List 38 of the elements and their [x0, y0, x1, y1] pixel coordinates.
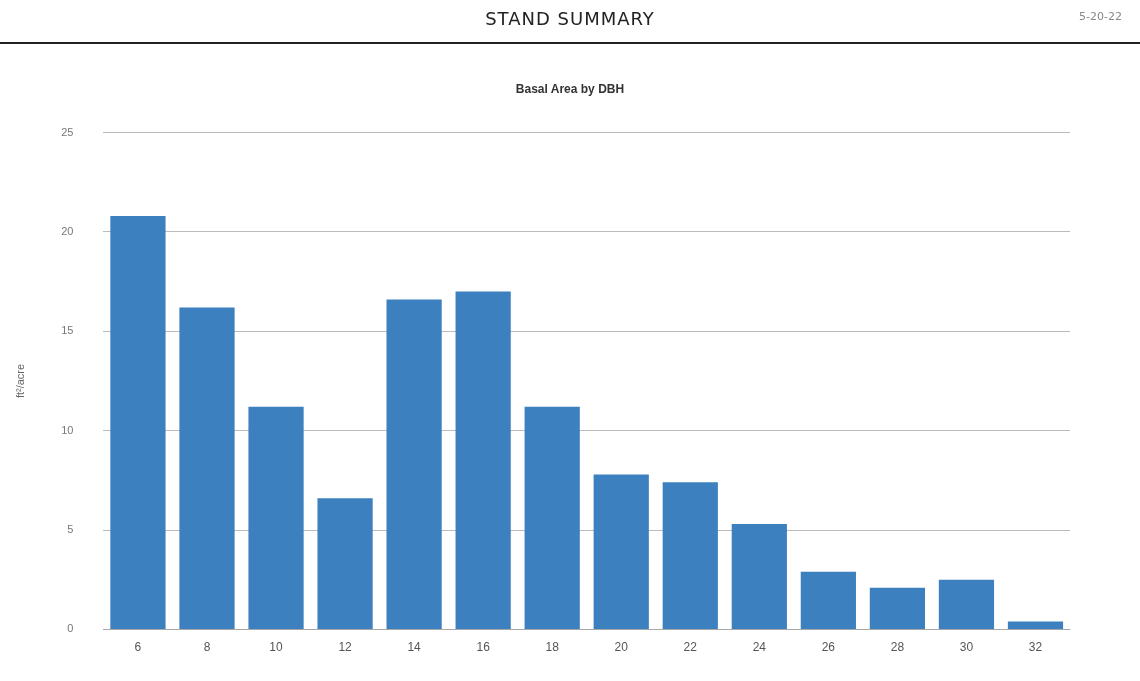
bar [800, 571, 856, 629]
x-tick-label: 6 [134, 639, 142, 654]
text: 5-20-22 [1079, 10, 1122, 23]
bar [317, 498, 373, 629]
bar [869, 587, 926, 629]
bar [1007, 621, 1064, 629]
x-tick-label: 28 [890, 639, 905, 654]
y-tick-label: 25 [61, 125, 74, 138]
bar [662, 482, 718, 629]
x-tick-label: 14 [407, 639, 422, 654]
bar [455, 291, 511, 629]
chart-subtitle: Basal Area by DBH [514, 82, 626, 96]
x-tick-label: 20 [614, 639, 629, 654]
y-axis-title: ft²/acre [13, 363, 26, 399]
x-tick-label: 12 [338, 639, 353, 654]
x-tick-label: 16 [476, 639, 491, 654]
x-tick-label: 18 [545, 639, 560, 654]
x-tick-label: 32 [1028, 639, 1043, 654]
y-tick-label: 5 [67, 523, 74, 536]
bar [593, 474, 649, 629]
x-tick-label: 24 [752, 639, 767, 654]
x-tick-label: 30 [959, 639, 974, 654]
bar [524, 406, 580, 629]
bar [248, 406, 304, 629]
y-tick-label: 20 [61, 224, 74, 237]
x-tick-label: 22 [683, 639, 698, 654]
x-tick-label: 10 [269, 639, 284, 654]
y-tick-label: 10 [61, 423, 74, 436]
y-tick-label: 0 [67, 622, 74, 635]
x-tick-label: 26 [821, 639, 836, 654]
bar [731, 524, 787, 629]
bar [938, 579, 995, 629]
bar [110, 216, 166, 629]
chart-title: STAND SUMMARY [485, 8, 655, 29]
x-tick-label: 8 [203, 639, 211, 654]
bar [386, 299, 442, 629]
y-tick-label: 15 [61, 324, 74, 337]
bar [179, 307, 235, 629]
